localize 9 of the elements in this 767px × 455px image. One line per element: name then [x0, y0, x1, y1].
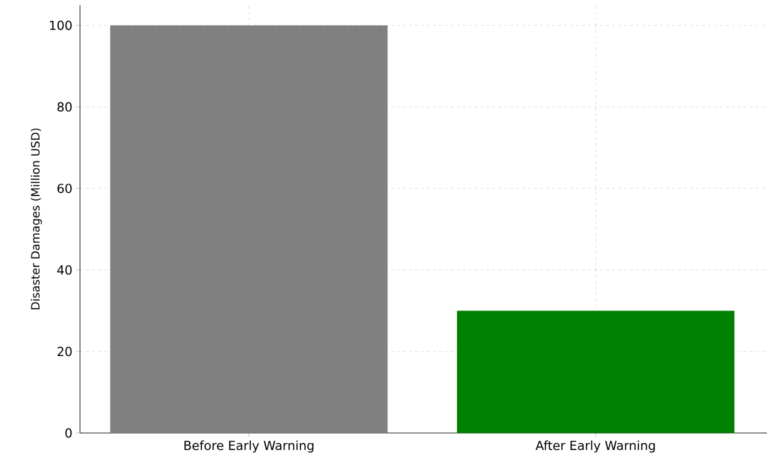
y-tick-label: 60 [58, 184, 72, 194]
x-tick-label: After Early Warning [536, 440, 655, 453]
y-tick-label: 40 [57, 265, 72, 275]
y-axis-title: Disaster Damages (Million USD) [30, 128, 42, 310]
y-tick-label: 20 [58, 346, 72, 356]
y-tick-label: 80 [57, 102, 72, 112]
x-tick-label: Before Early Warning [184, 440, 314, 453]
y-tick-label: 100 [50, 20, 72, 30]
y-tick-label: 0 [65, 428, 72, 438]
